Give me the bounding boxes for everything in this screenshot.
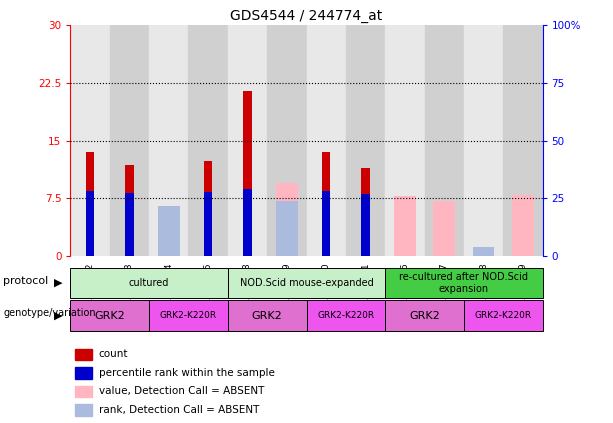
Bar [70,268,228,298]
Bar [204,192,213,256]
Bar [424,25,464,256]
Bar [75,349,92,360]
Bar [86,191,94,256]
Bar [361,195,370,256]
Bar [394,196,416,256]
Text: GRK2: GRK2 [252,310,283,321]
Text: ▶: ▶ [54,278,63,288]
Text: ▶: ▶ [54,310,63,321]
Title: GDS4544 / 244774_at: GDS4544 / 244774_at [230,9,383,23]
Text: rank, Detection Call = ABSENT: rank, Detection Call = ABSENT [99,405,259,415]
Bar [346,25,385,256]
Bar [70,25,110,256]
Bar [75,404,92,415]
Text: GRK2-K220R: GRK2-K220R [318,311,375,320]
Text: GRK2: GRK2 [409,310,440,321]
Bar [306,25,346,256]
Text: genotype/variation: genotype/variation [3,308,96,319]
Text: percentile rank within the sample: percentile rank within the sample [99,368,275,378]
Bar [189,25,228,256]
Bar [512,195,534,256]
Bar [110,25,149,256]
Text: NOD.Scid mouse-expanded: NOD.Scid mouse-expanded [240,278,373,288]
Text: cultured: cultured [129,278,169,288]
Bar [276,183,298,256]
Bar [158,212,180,256]
Text: GRK2-K220R: GRK2-K220R [474,311,531,320]
Bar [385,25,424,256]
Bar [228,300,306,331]
Bar [158,206,180,256]
Text: GRK2: GRK2 [94,310,125,321]
Bar [125,165,134,256]
Bar [306,300,385,331]
Bar [228,268,385,298]
Bar [385,300,464,331]
Bar [75,367,92,379]
Bar [464,300,543,331]
Bar [204,162,213,256]
Bar [473,247,494,256]
Bar [86,152,94,256]
Bar [464,25,503,256]
Bar [322,191,330,256]
Bar [149,300,228,331]
Bar [385,268,543,298]
Bar [228,25,267,256]
Text: protocol: protocol [3,276,48,286]
Bar [322,152,330,256]
Bar [361,168,370,256]
Bar [433,201,455,256]
Bar [276,201,298,256]
Bar [149,25,189,256]
Bar [70,300,149,331]
Bar [503,25,543,256]
Bar [243,189,252,256]
Text: GRK2-K220R: GRK2-K220R [160,311,217,320]
Bar [267,25,306,256]
Bar [75,386,92,397]
Bar [243,91,252,256]
Text: re-cultured after NOD.Scid
expansion: re-cultured after NOD.Scid expansion [399,272,528,294]
Text: value, Detection Call = ABSENT: value, Detection Call = ABSENT [99,387,264,396]
Text: count: count [99,349,128,360]
Bar [125,193,134,256]
